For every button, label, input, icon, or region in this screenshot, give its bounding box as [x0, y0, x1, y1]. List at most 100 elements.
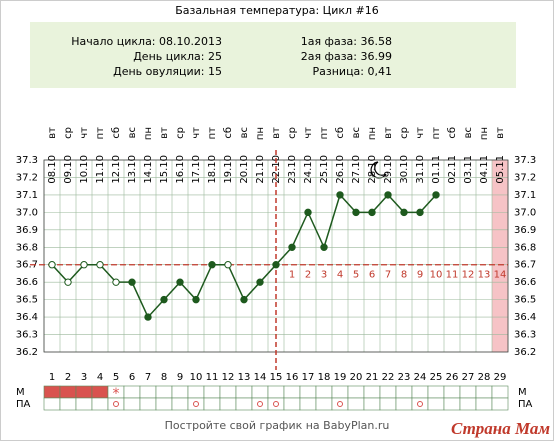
highlight-day [492, 160, 508, 352]
row-cell [315, 397, 333, 411]
date-label: 04.11 [479, 155, 490, 184]
weekday-label: вт [383, 127, 394, 139]
row-label: М [16, 387, 25, 398]
temperature-point [224, 261, 232, 269]
row-cell [475, 397, 493, 411]
date-label: 23.10 [287, 155, 298, 184]
x-tick-label: 17 [302, 372, 315, 383]
y-tick-label: 36.2 [16, 347, 38, 358]
date-label: 30.10 [399, 155, 410, 184]
date-label: 13.10 [127, 155, 138, 184]
date-label: 16.10 [175, 155, 186, 184]
row-cell [267, 385, 285, 399]
date-label: 24.10 [303, 155, 314, 184]
row-cell [379, 397, 397, 411]
temperature-point [384, 191, 392, 199]
y-tick-label-right: 37.3 [514, 155, 536, 166]
x-tick-label: 5 [113, 372, 119, 383]
row-cell [139, 397, 157, 411]
temperature-point [192, 295, 200, 304]
row-cell [299, 385, 317, 399]
date-label: 10.10 [79, 155, 90, 184]
weekday-label: ср [399, 127, 410, 139]
y-tick-label-right: 37.2 [514, 172, 536, 183]
x-tick-label: 16 [286, 372, 299, 383]
y-tick-label: 37.2 [16, 172, 38, 183]
luteal-day-label: 3 [321, 270, 327, 281]
row-cell [203, 385, 221, 399]
temperature-point [64, 278, 72, 286]
x-tick-label: 14 [254, 372, 267, 383]
row-cell [283, 397, 301, 411]
x-tick-label: 29 [494, 372, 507, 383]
y-tick-label: 36.3 [16, 330, 38, 341]
y-tick-label-right: 36.2 [514, 347, 536, 358]
info-left: Начало цикла: 08.10.2013 [71, 35, 222, 48]
row-cell [75, 397, 93, 411]
y-tick-label: 36.6 [16, 277, 38, 288]
x-tick-label: 19 [334, 372, 347, 383]
row-label-right: ПА [518, 399, 533, 410]
luteal-day-label: 12 [462, 270, 475, 281]
luteal-day-label: 8 [401, 270, 407, 281]
weekday-label: пт [207, 127, 218, 140]
weekday-label: пн [479, 127, 490, 140]
y-tick-label: 36.8 [16, 242, 38, 253]
row-cell [491, 397, 509, 411]
luteal-day-label: 1 [289, 270, 295, 281]
row-cell [91, 397, 109, 411]
row-cell [491, 385, 509, 399]
temperature-point [208, 261, 216, 269]
date-label: 27.10 [351, 155, 362, 184]
x-tick-label: 12 [222, 372, 235, 383]
x-tick-label: 23 [398, 372, 411, 383]
row-cell [315, 385, 333, 399]
row-cell [459, 385, 477, 399]
moon-icon [370, 161, 387, 179]
x-tick-label: 18 [318, 372, 331, 383]
pa-mark [113, 401, 119, 407]
spotting-mark: * [113, 386, 120, 402]
weekday-label: сб [223, 127, 234, 139]
row-cell [235, 385, 253, 399]
weekday-label: чт [79, 127, 90, 139]
y-tick-label: 36.7 [16, 260, 38, 271]
row-cell [123, 397, 141, 411]
x-tick-label: 7 [145, 372, 151, 383]
row-cell [43, 397, 61, 411]
date-label: 11.10 [95, 155, 106, 184]
x-tick-label: 20 [350, 372, 363, 383]
row-cell [363, 397, 381, 411]
row-cell [427, 385, 445, 399]
temperature-point [240, 295, 248, 304]
x-tick-label: 22 [382, 372, 395, 383]
row-cell [443, 385, 461, 399]
weekday-label: чт [415, 127, 426, 139]
date-label: 09.10 [63, 155, 74, 184]
row-cell [443, 397, 461, 411]
row-cell [59, 385, 77, 399]
temperature-point [80, 261, 88, 269]
weekday-label: пт [319, 127, 330, 140]
temperature-point [288, 243, 296, 251]
weekday-label: сб [335, 127, 346, 139]
row-cell [203, 397, 221, 411]
weekday-label: вс [351, 127, 362, 138]
x-tick-label: 6 [129, 372, 135, 383]
row-cell [43, 385, 61, 399]
y-tick-label: 36.9 [16, 225, 38, 236]
temperature-point [48, 261, 56, 269]
date-label: 01.11 [431, 155, 442, 184]
date-label: 12.10 [111, 155, 122, 184]
weekday-label: вс [127, 127, 138, 138]
row-cell [171, 397, 189, 411]
x-tick-label: 21 [366, 372, 379, 383]
pa-mark [257, 401, 263, 407]
row-cell [363, 385, 381, 399]
x-tick-label: 4 [97, 372, 103, 383]
temperature-point [416, 208, 424, 217]
row-cell [171, 385, 189, 399]
x-tick-label: 1 [49, 372, 55, 383]
luteal-day-label: 14 [494, 270, 507, 281]
